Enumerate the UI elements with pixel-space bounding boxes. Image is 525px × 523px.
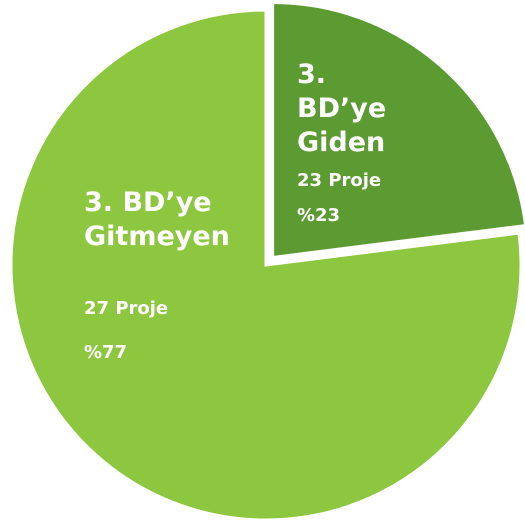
value-label: %23 — [297, 205, 341, 226]
value-label: %77 — [84, 342, 128, 363]
pie-slice — [271, 0, 525, 260]
slice-sublabel: 23 Proje — [297, 170, 382, 191]
slice-label: 3. BD’ye Giden — [297, 59, 387, 158]
slice-label: 3. BD’ye Gitmeyen — [84, 187, 230, 252]
slice-sublabel: 27 Proje — [84, 298, 169, 319]
pie-slice — [9, 8, 523, 522]
